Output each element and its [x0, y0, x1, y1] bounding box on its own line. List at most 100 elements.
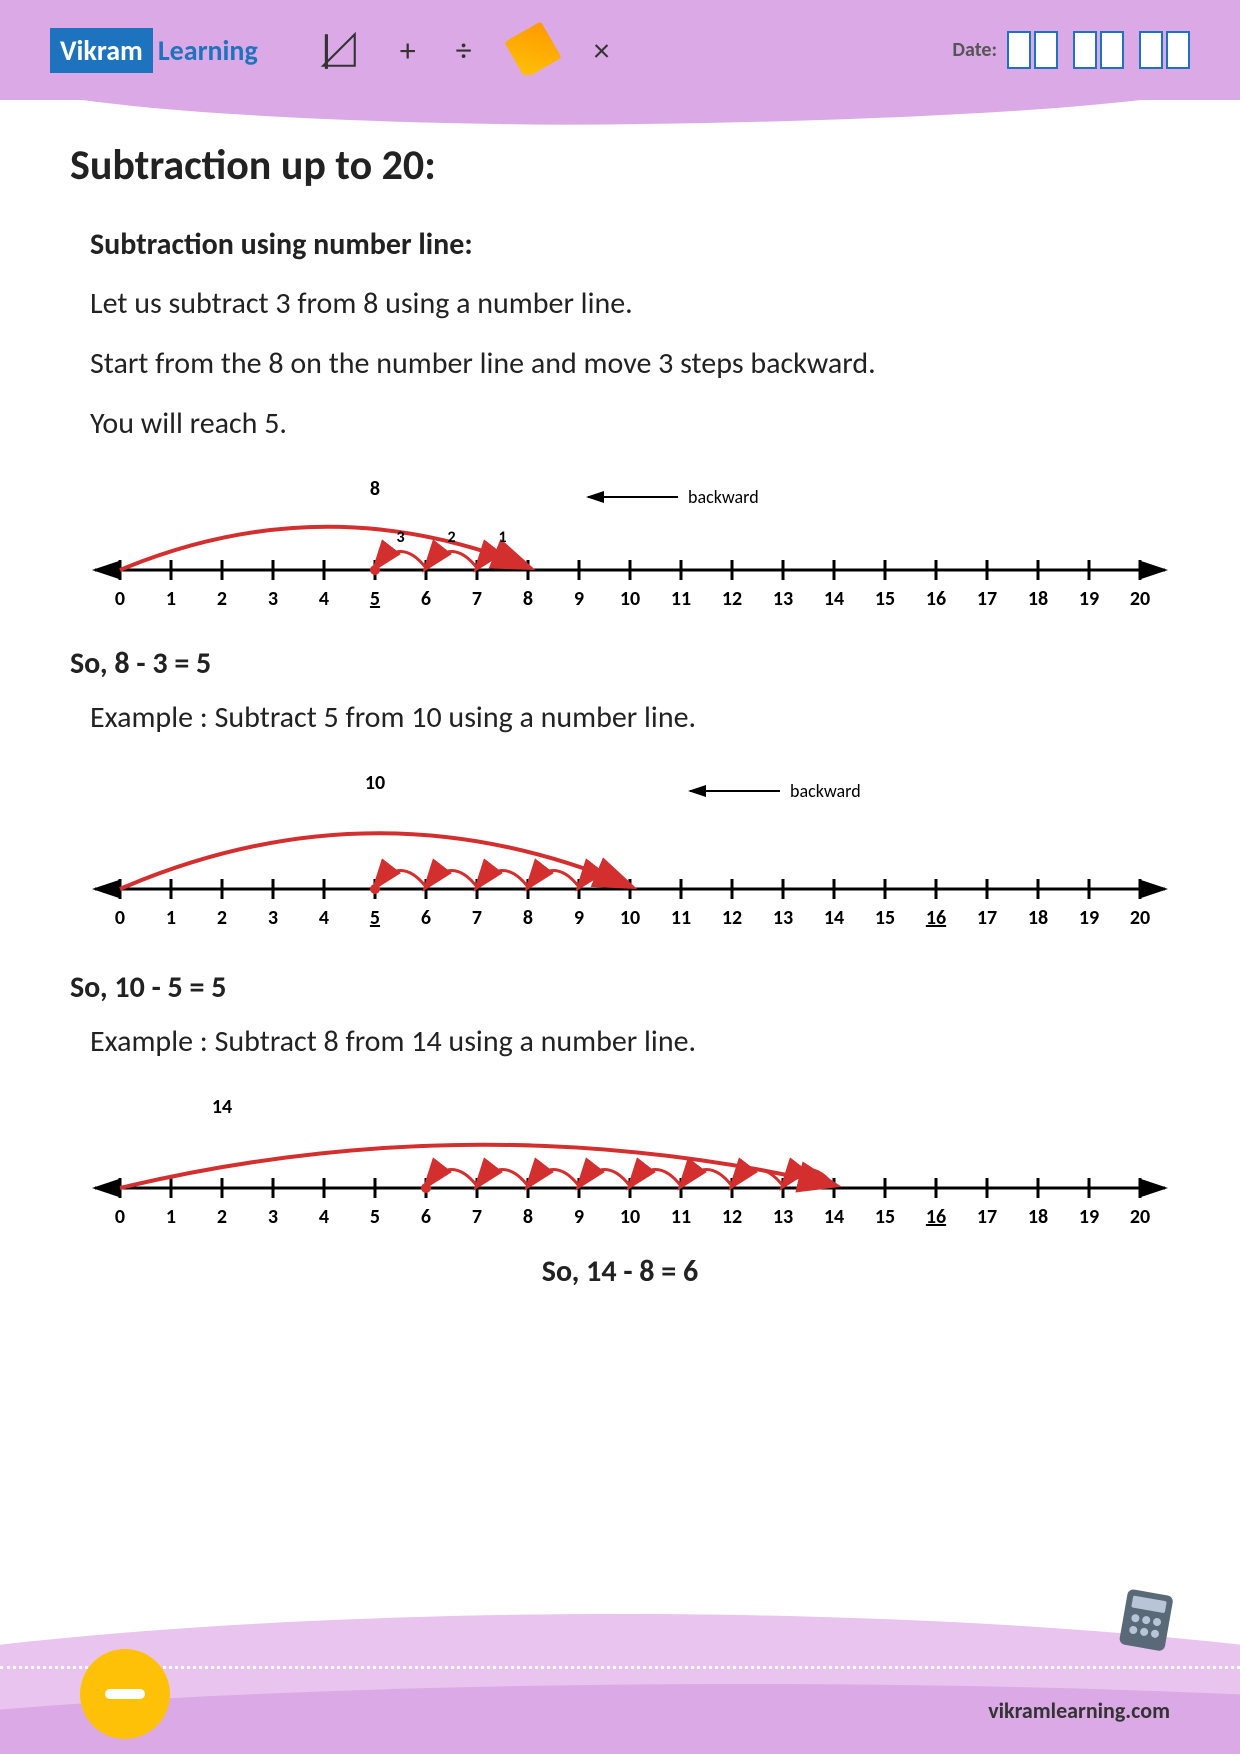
intro-line-1: Let us subtract 3 from 8 using a number … — [90, 283, 1170, 325]
svg-text:backward: backward — [790, 780, 861, 802]
logo-brand: Vikram — [50, 28, 153, 73]
svg-text:13: 13 — [773, 906, 793, 930]
svg-text:5: 5 — [370, 906, 380, 930]
date-box[interactable] — [1100, 31, 1124, 69]
numberline-3: 0123456789101112131415161718192014 — [90, 1093, 1170, 1238]
svg-text:11: 11 — [671, 906, 691, 930]
svg-text:1: 1 — [166, 906, 176, 930]
intro-line-3: You will reach 5. — [90, 403, 1170, 445]
header-icon-row: + ÷ × — [318, 29, 610, 71]
ruler-icon — [504, 21, 561, 78]
svg-text:1: 1 — [498, 528, 506, 547]
svg-text:4: 4 — [319, 1205, 329, 1229]
svg-text:14: 14 — [212, 1095, 232, 1119]
svg-text:9: 9 — [574, 587, 584, 611]
svg-text:2: 2 — [447, 528, 455, 547]
dotted-line — [0, 1666, 1240, 1669]
svg-text:15: 15 — [875, 1205, 895, 1229]
svg-text:1: 1 — [166, 587, 176, 611]
svg-text:12: 12 — [722, 906, 742, 930]
date-box[interactable] — [1073, 31, 1097, 69]
svg-text:5: 5 — [370, 1205, 380, 1229]
result-1: So, 8 - 3 = 5 — [70, 645, 1170, 682]
logo-suffix: Learning — [158, 33, 258, 68]
svg-text:10: 10 — [620, 1205, 640, 1229]
svg-text:backward: backward — [688, 486, 759, 508]
svg-text:19: 19 — [1079, 1205, 1099, 1229]
svg-text:4: 4 — [319, 906, 329, 930]
svg-text:12: 12 — [722, 1205, 742, 1229]
svg-text:8: 8 — [370, 477, 380, 501]
svg-text:19: 19 — [1079, 906, 1099, 930]
svg-text:18: 18 — [1028, 1205, 1048, 1229]
svg-text:20: 20 — [1130, 1205, 1150, 1229]
example-3-text: Example : Subtract 8 from 14 using a num… — [90, 1021, 1170, 1063]
svg-text:16: 16 — [926, 587, 946, 611]
svg-text:9: 9 — [574, 1205, 584, 1229]
svg-text:13: 13 — [773, 1205, 793, 1229]
svg-text:3: 3 — [396, 528, 404, 547]
main-title: Subtraction up to 20: — [70, 140, 1170, 191]
svg-text:7: 7 — [472, 587, 482, 611]
date-box[interactable] — [1166, 31, 1190, 69]
minus-circle-icon — [80, 1649, 170, 1739]
date-box[interactable] — [1139, 31, 1163, 69]
svg-text:2: 2 — [217, 906, 227, 930]
svg-text:3: 3 — [268, 587, 278, 611]
svg-text:8: 8 — [523, 587, 533, 611]
result-2: So, 10 - 5 = 5 — [70, 969, 1170, 1006]
svg-text:17: 17 — [977, 1205, 997, 1229]
svg-text:0: 0 — [115, 587, 125, 611]
result-3: So, 14 - 8 = 6 — [70, 1253, 1170, 1290]
svg-text:14: 14 — [824, 1205, 844, 1229]
svg-text:20: 20 — [1130, 587, 1150, 611]
example-2-text: Example : Subtract 5 from 10 using a num… — [90, 697, 1170, 739]
svg-text:3: 3 — [268, 906, 278, 930]
svg-text:12: 12 — [722, 587, 742, 611]
svg-text:10: 10 — [620, 906, 640, 930]
date-section: Date: — [952, 31, 1190, 69]
date-label: Date: — [952, 38, 997, 62]
intro-line-2: Start from the 8 on the number line and … — [90, 343, 1170, 385]
svg-text:0: 0 — [115, 906, 125, 930]
set-square-icon — [318, 29, 360, 71]
sub-title: Subtraction using number line: — [90, 226, 1170, 263]
multiply-icon: × — [594, 31, 610, 70]
svg-text:9: 9 — [574, 906, 584, 930]
date-box[interactable] — [1034, 31, 1058, 69]
svg-text:6: 6 — [421, 1205, 431, 1229]
numberline-2: 0123456789101112131415161718192010backwa… — [90, 769, 1170, 944]
svg-text:0: 0 — [115, 1205, 125, 1229]
svg-text:17: 17 — [977, 587, 997, 611]
page-header: Vikram Learning + ÷ × Date: — [0, 0, 1240, 100]
page-content: Subtraction up to 20: Subtraction using … — [0, 100, 1240, 1330]
date-box[interactable] — [1007, 31, 1031, 69]
svg-text:11: 11 — [671, 1205, 691, 1229]
svg-text:2: 2 — [217, 1205, 227, 1229]
svg-text:11: 11 — [671, 587, 691, 611]
svg-text:2: 2 — [217, 587, 227, 611]
divide-icon: ÷ — [456, 31, 472, 70]
svg-text:15: 15 — [875, 587, 895, 611]
svg-text:8: 8 — [523, 906, 533, 930]
svg-text:15: 15 — [875, 906, 895, 930]
svg-text:4: 4 — [319, 587, 329, 611]
svg-text:3: 3 — [268, 1205, 278, 1229]
svg-text:6: 6 — [421, 587, 431, 611]
date-boxes — [1007, 31, 1190, 69]
svg-text:19: 19 — [1079, 587, 1099, 611]
svg-text:5: 5 — [370, 587, 380, 611]
svg-text:10: 10 — [365, 771, 385, 795]
svg-text:16: 16 — [926, 1205, 946, 1229]
svg-text:14: 14 — [824, 906, 844, 930]
footer-url: vikramlearning.com — [988, 1697, 1170, 1724]
svg-text:20: 20 — [1130, 906, 1150, 930]
svg-text:7: 7 — [472, 1205, 482, 1229]
svg-text:13: 13 — [773, 587, 793, 611]
svg-text:17: 17 — [977, 906, 997, 930]
svg-text:14: 14 — [824, 587, 844, 611]
numberline-1: 012345678910111213141516171819208backwar… — [90, 475, 1170, 620]
plus-icon: + — [400, 31, 416, 70]
svg-text:16: 16 — [926, 906, 946, 930]
svg-text:10: 10 — [620, 587, 640, 611]
